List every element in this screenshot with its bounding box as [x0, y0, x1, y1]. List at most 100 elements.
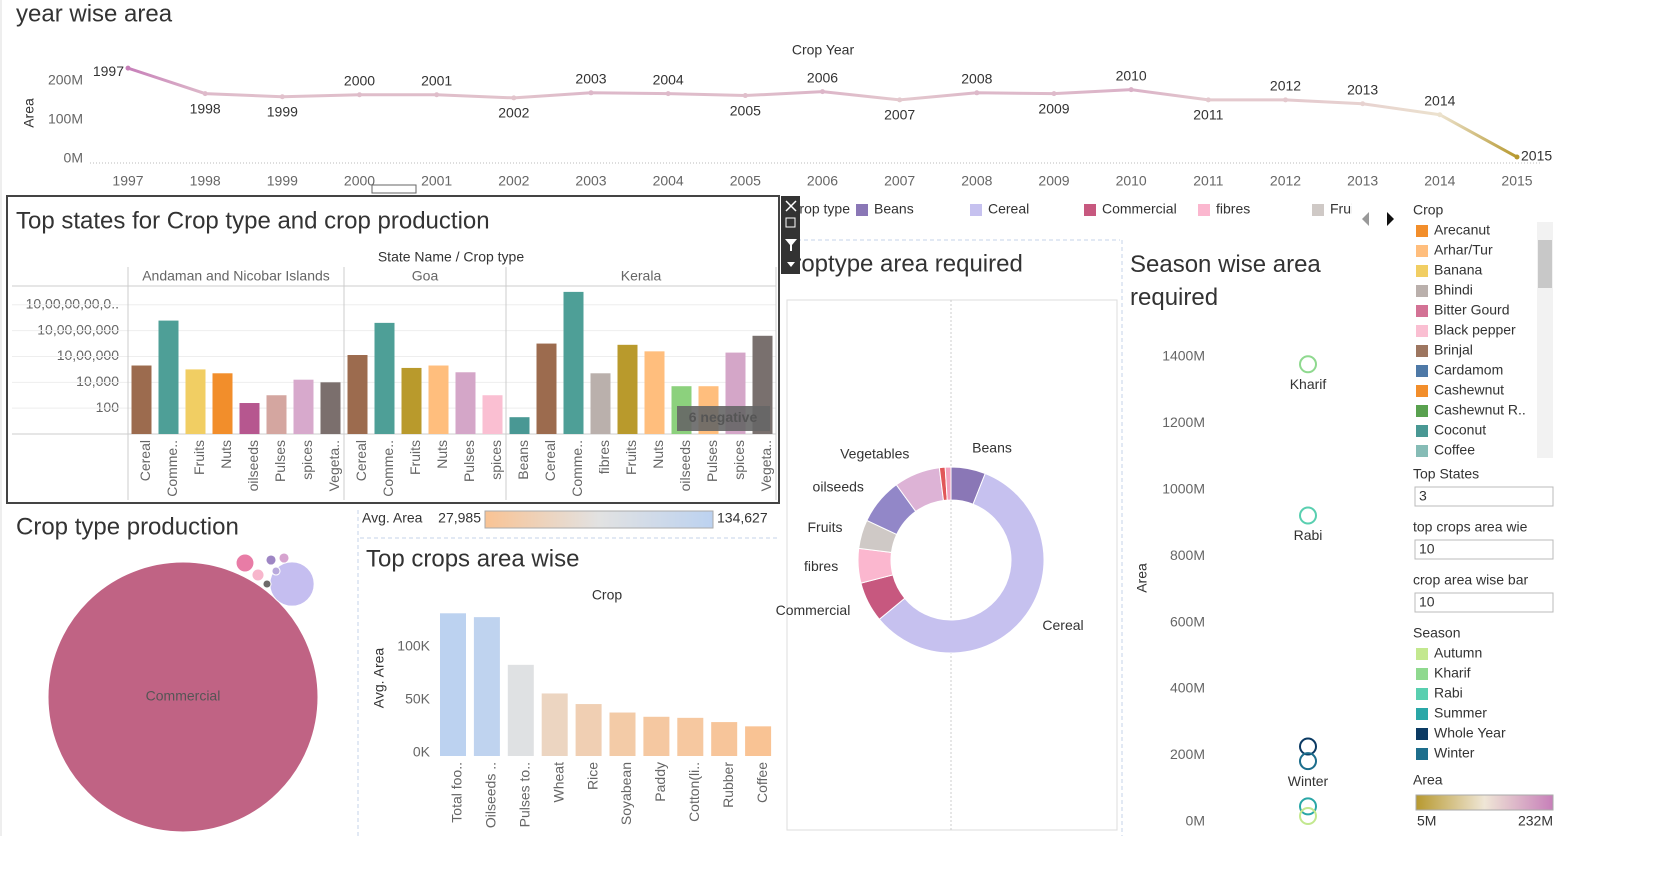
- data-label: 2005: [730, 102, 761, 118]
- parameter-input[interactable]: [1414, 486, 1554, 507]
- legend-label[interactable]: Kharif: [1434, 665, 1471, 681]
- legend-label[interactable]: Banana: [1434, 262, 1482, 278]
- parameter-value[interactable]: 10: [1419, 541, 1435, 557]
- annotation: 6 negative: [689, 409, 758, 425]
- bar: [131, 365, 152, 434]
- x-tick-label: Wheat: [550, 762, 566, 803]
- x-tick-label: 2008: [961, 173, 992, 189]
- legend-label[interactable]: Commercial: [1102, 201, 1177, 217]
- x-tick-label: Cereal: [542, 440, 558, 481]
- line-point: [742, 93, 748, 99]
- panel-toolbar[interactable]: [781, 196, 800, 274]
- legend-title: Season: [1413, 625, 1460, 641]
- legend-label[interactable]: Winter: [1434, 745, 1475, 761]
- legend-label[interactable]: Vegetables: [1558, 201, 1627, 217]
- x-tick-label: Fruits: [407, 440, 423, 475]
- legend-swatch: [1416, 305, 1428, 317]
- x-tick-label: 2007: [884, 173, 915, 189]
- legend-label[interactable]: fibres: [1216, 201, 1250, 217]
- legend-label[interactable]: Beans: [874, 201, 914, 217]
- legend-label[interactable]: oilseeds: [1444, 201, 1495, 217]
- menu-icon[interactable]: [787, 262, 795, 267]
- legend-label[interactable]: Coconut: [1434, 422, 1486, 438]
- legend-prev[interactable]: [1362, 212, 1369, 226]
- legend-swatch: [1198, 204, 1210, 216]
- legend-label[interactable]: Summer: [1434, 705, 1487, 721]
- x-tick-label: Soyabean: [618, 762, 634, 825]
- parameter-input[interactable]: [1414, 592, 1554, 613]
- parameter-label: Top States: [1413, 466, 1479, 482]
- season-point: [1299, 355, 1317, 374]
- legend-next[interactable]: [1387, 212, 1394, 226]
- bubble: [235, 553, 255, 573]
- legend-label[interactable]: Cashewnut R..: [1434, 402, 1526, 418]
- filter-icon[interactable]: [785, 239, 797, 251]
- y-tick-label: 100M: [48, 111, 83, 127]
- bar: [455, 372, 476, 434]
- x-tick-label: Comme..: [569, 440, 585, 497]
- y-tick-label: 10,00,00,000: [37, 321, 119, 337]
- point-label: Winter: [1288, 773, 1329, 789]
- x-tick-label: spices: [731, 440, 747, 480]
- x-tick-label: spices: [488, 440, 504, 480]
- legend-label[interactable]: Black pepper: [1434, 322, 1516, 338]
- line-point: [434, 92, 440, 98]
- bar: [293, 379, 314, 434]
- line-point: [125, 65, 131, 71]
- x-axis-title: Crop Year: [792, 42, 855, 58]
- close-icon[interactable]: [785, 200, 797, 212]
- legend-label[interactable]: Arhar/Tur: [1434, 242, 1493, 258]
- donut-slice: [944, 466, 952, 501]
- parameter-value[interactable]: 10: [1419, 594, 1435, 610]
- slice-label: Cereal: [1042, 617, 1083, 633]
- slice-label: Beans: [972, 440, 1012, 456]
- legend-label[interactable]: Bhindi: [1434, 282, 1473, 298]
- legend-title: Crop: [1413, 202, 1444, 218]
- x-tick-label: 1998: [190, 173, 221, 189]
- legend-label[interactable]: Brinjal: [1434, 342, 1473, 358]
- x-tick-label: 1999: [267, 173, 298, 189]
- legend-label[interactable]: Cashewnut: [1434, 382, 1504, 398]
- bubble: [47, 561, 319, 833]
- bar: [347, 355, 368, 434]
- y-tick-label: 1200M: [1162, 414, 1205, 430]
- legend-title: Avg. Area: [362, 510, 423, 526]
- chart-title: Croptype area required: [776, 250, 1023, 277]
- x-tick-label: Vegeta..: [758, 440, 774, 491]
- legend-label[interactable]: Cereal: [988, 201, 1029, 217]
- y-tick-label: 200M: [1170, 746, 1205, 762]
- data-label: 2000: [344, 72, 375, 88]
- resize-handle[interactable]: [371, 184, 417, 194]
- legend-label[interactable]: Bitter Gourd: [1434, 302, 1509, 318]
- parameter-value[interactable]: 3: [1419, 488, 1427, 504]
- y-tick-label: 100K: [397, 638, 430, 654]
- x-tick-label: oilseeds: [245, 440, 261, 491]
- x-tick-label: Cereal: [137, 440, 153, 481]
- line-point: [897, 97, 903, 103]
- legend-label[interactable]: Cardamom: [1434, 362, 1503, 378]
- legend-label[interactable]: Whole Year: [1434, 725, 1506, 741]
- legend-swatch: [1416, 325, 1428, 337]
- scroll-thumb[interactable]: [1538, 240, 1552, 288]
- legend-label[interactable]: Autumn: [1434, 645, 1482, 661]
- popout-icon[interactable]: [785, 217, 796, 228]
- legend-label[interactable]: Arecanut: [1434, 222, 1490, 238]
- y-tick-label: 0M: [64, 150, 83, 166]
- slice-label: Vegetables: [840, 446, 909, 462]
- bubble: [278, 552, 290, 564]
- x-tick-label: Beans: [515, 440, 531, 480]
- legend-swatch: [1540, 204, 1552, 216]
- x-tick-label: 1997: [112, 173, 143, 189]
- y-tick-label: 0K: [413, 744, 431, 760]
- legend-label[interactable]: Fruits: [1330, 201, 1365, 217]
- legend-swatch: [1084, 204, 1096, 216]
- parameter-label: top crops area wie: [1413, 519, 1528, 535]
- chart-title: Top states for Crop type and crop produc…: [16, 207, 490, 234]
- parameter-input[interactable]: [1414, 539, 1554, 560]
- legend-label[interactable]: Rabi: [1434, 685, 1463, 701]
- y-axis-title: Avg. Area: [371, 648, 387, 709]
- legend-label[interactable]: Coffee: [1434, 442, 1475, 458]
- season-point: [1299, 506, 1317, 525]
- season-point: [1299, 797, 1317, 816]
